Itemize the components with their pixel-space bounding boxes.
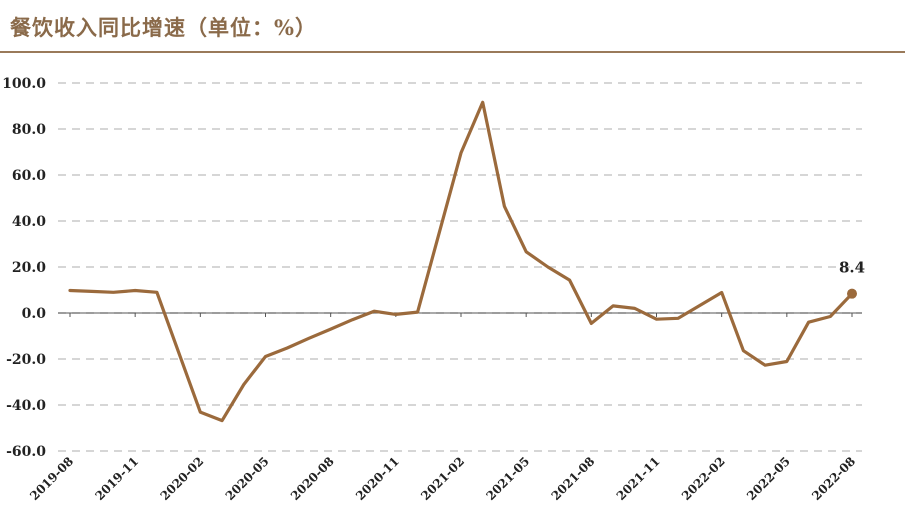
x-tick-label: 2021-05 xyxy=(483,454,532,503)
x-tick-label: 2021-08 xyxy=(549,454,598,503)
x-axis-ticks: 2019-08 2019-11 2020-02 2020-05 2020-08 2020-… xyxy=(27,454,858,503)
x-tick-label: 2022-08 xyxy=(809,454,858,503)
data-label: 8.4 xyxy=(839,259,865,277)
y-tick-label: -40.0 xyxy=(6,398,46,414)
chart-title: 餐饮收入同比增速（单位：%） xyxy=(10,15,317,40)
y-tick-label: -20.0 xyxy=(6,352,46,368)
x-tick-label: 2019-11 xyxy=(92,454,141,503)
x-tick-label: 2021-02 xyxy=(418,454,467,503)
y-tick-label: 100.0 xyxy=(2,76,46,92)
x-tick-label: 2020-08 xyxy=(288,454,337,503)
y-tick-label: 60.0 xyxy=(12,168,46,184)
gridlines xyxy=(58,82,862,452)
title-divider xyxy=(0,51,905,53)
x-tick-label: 2020-11 xyxy=(353,454,402,503)
x-axis xyxy=(58,312,862,317)
y-tick-label: 20.0 xyxy=(12,260,46,276)
data-point-marker xyxy=(847,288,857,299)
x-tick-label: 2020-05 xyxy=(223,454,272,503)
y-tick-label: -60.0 xyxy=(6,444,46,460)
y-tick-label: 40.0 xyxy=(12,214,46,230)
y-tick-label: 0.0 xyxy=(22,306,47,322)
series-line xyxy=(68,100,854,423)
x-tick-label: 2019-08 xyxy=(27,454,76,503)
x-tick-label: 2022-05 xyxy=(744,454,793,503)
series-layer xyxy=(68,100,854,423)
x-tick-label: 2021-11 xyxy=(614,454,663,503)
x-tick-label: 2022-02 xyxy=(679,454,728,503)
x-tick-label: 2020-02 xyxy=(158,454,207,503)
y-tick-label: 80.0 xyxy=(12,122,46,138)
annotations: 8.4 xyxy=(839,259,865,299)
y-axis-ticks: 100.0 80.0 60.0 40.0 20.0 0.0 -20.0 -40.0 -60.0 xyxy=(2,76,46,460)
